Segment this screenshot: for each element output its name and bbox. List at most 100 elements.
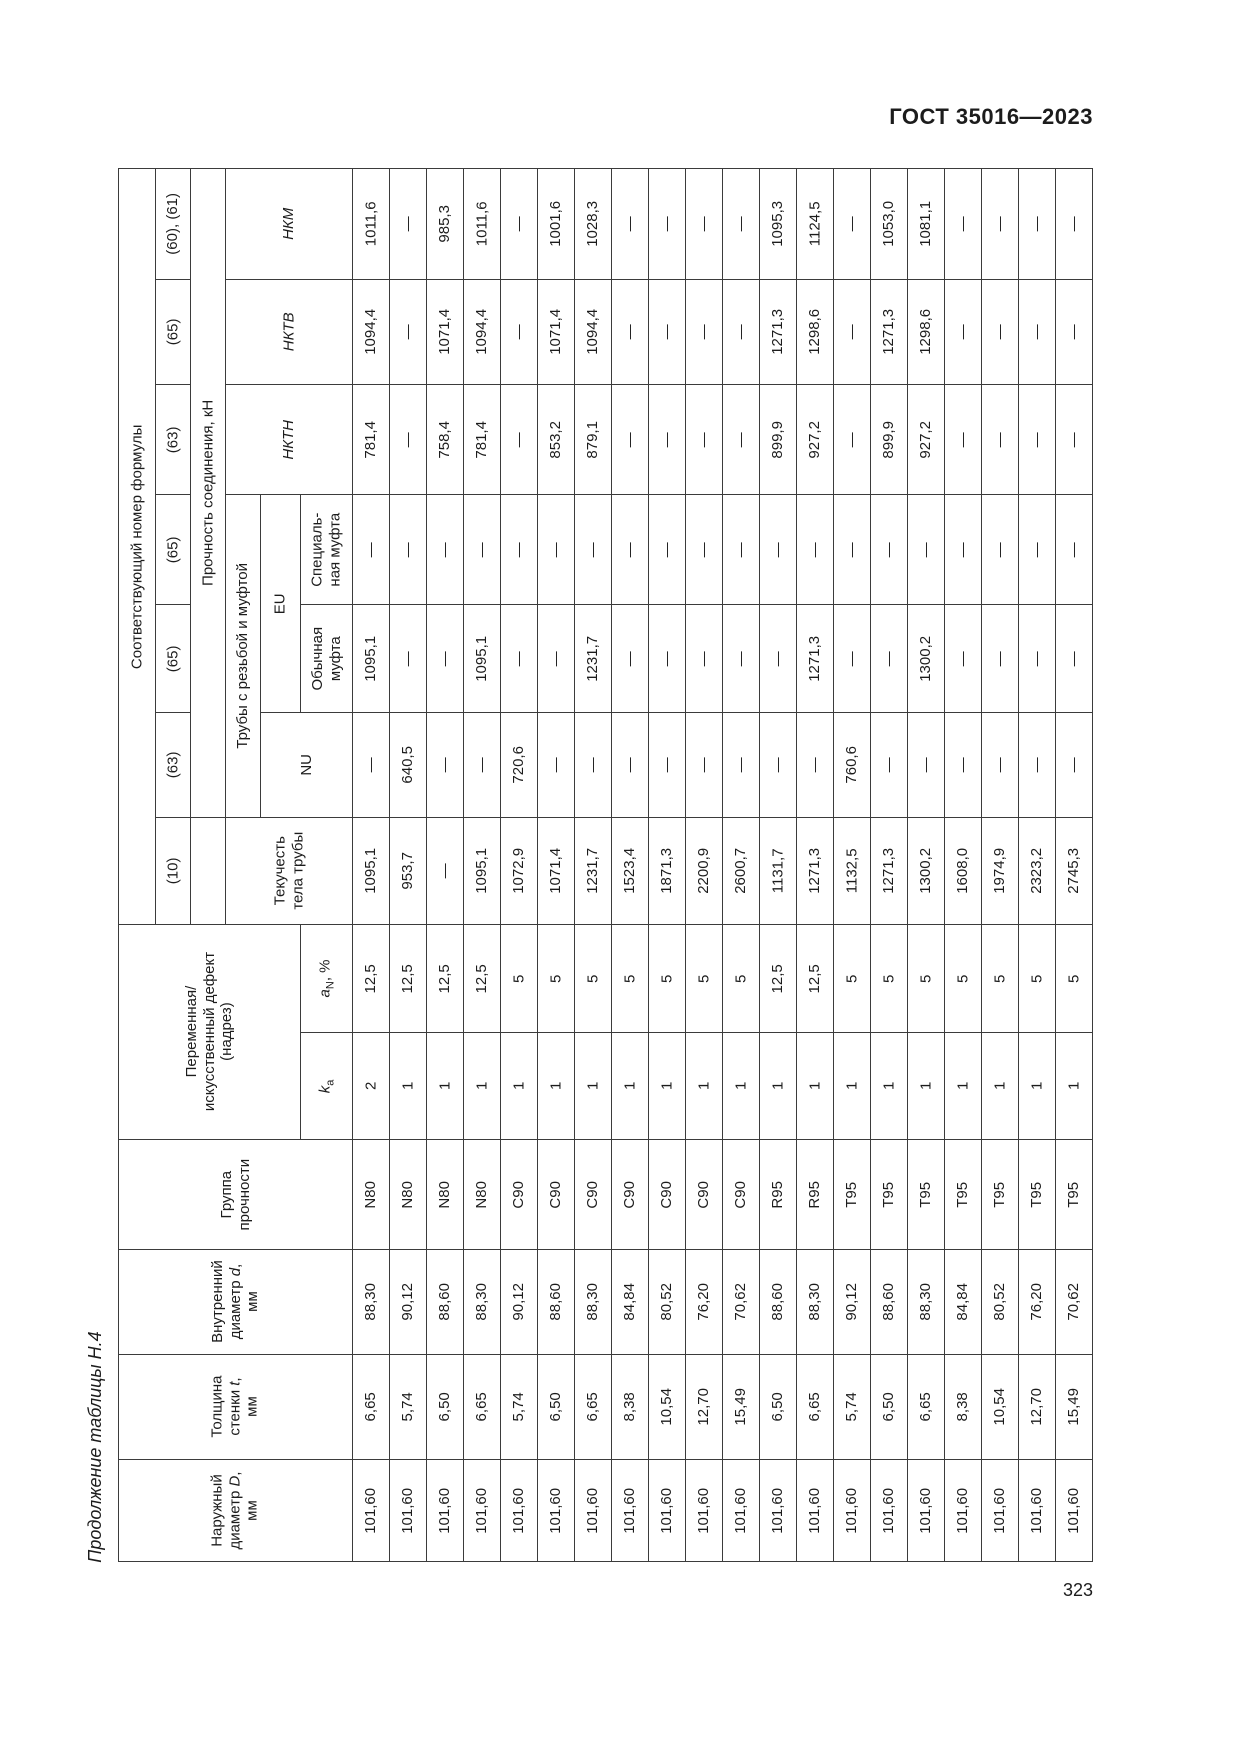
data-cell-nktv-4: 1094,4 bbox=[464, 280, 500, 384]
header-connection-strength: Прочность соединения, кН bbox=[191, 169, 225, 817]
data-cell-k-a-20: 1 bbox=[1056, 1033, 1092, 1139]
data-cell-a-n-12: 12,5 bbox=[760, 925, 796, 1032]
data-cell-regular-coupling-14: — bbox=[834, 605, 870, 712]
data-cell-nkm-5: — bbox=[501, 169, 537, 279]
data-cell-special-coupling-2: — bbox=[390, 495, 426, 604]
data-cell-special-coupling-7: — bbox=[575, 495, 611, 604]
data-cell-k-a-10: 1 bbox=[686, 1033, 722, 1139]
data-cell-d-inner-12: 88,60 bbox=[760, 1250, 796, 1354]
data-cell-group-9: C90 bbox=[649, 1140, 685, 1249]
data-cell-nktv-14: — bbox=[834, 280, 870, 384]
data-cell-nktn-15: 899,9 bbox=[871, 385, 907, 494]
data-cell-k-a-5: 1 bbox=[501, 1033, 537, 1139]
data-cell-d-outer-4: 101,60 bbox=[464, 1460, 500, 1561]
data-cell-regular-coupling-8: — bbox=[612, 605, 648, 712]
data-cell-k-a-17: 1 bbox=[945, 1033, 981, 1139]
data-cell-d-inner-4: 88,30 bbox=[464, 1250, 500, 1354]
data-cell-k-a-7: 1 bbox=[575, 1033, 611, 1139]
data-cell-regular-coupling-16: 1300,2 bbox=[908, 605, 944, 712]
data-cell-nktv-1: 1094,4 bbox=[353, 280, 389, 384]
data-cell-t-wall-10: 12,70 bbox=[686, 1355, 722, 1459]
data-cell-nktn-20: — bbox=[1056, 385, 1092, 494]
data-cell-yield-1: 1095,1 bbox=[353, 818, 389, 924]
data-cell-group-2: N80 bbox=[390, 1140, 426, 1249]
data-cell-d-inner-3: 88,60 bbox=[427, 1250, 463, 1354]
data-cell-yield-11: 2600,7 bbox=[723, 818, 759, 924]
data-cell-d-inner-14: 90,12 bbox=[834, 1250, 870, 1354]
data-cell-group-8: C90 bbox=[612, 1140, 648, 1249]
data-cell-a-n-5: 5 bbox=[501, 925, 537, 1032]
data-cell-nu-4: — bbox=[464, 713, 500, 817]
data-cell-regular-coupling-5: — bbox=[501, 605, 537, 712]
data-cell-regular-coupling-10: — bbox=[686, 605, 722, 712]
data-cell-nktn-12: 899,9 bbox=[760, 385, 796, 494]
data-cell-k-a-14: 1 bbox=[834, 1033, 870, 1139]
data-cell-special-coupling-18: — bbox=[982, 495, 1018, 604]
data-cell-group-18: T95 bbox=[982, 1140, 1018, 1249]
data-cell-yield-9: 1871,3 bbox=[649, 818, 685, 924]
data-cell-t-wall-19: 12,70 bbox=[1019, 1355, 1055, 1459]
data-cell-nktn-11: — bbox=[723, 385, 759, 494]
data-cell-group-5: C90 bbox=[501, 1140, 537, 1249]
data-cell-nu-2: 640,5 bbox=[390, 713, 426, 817]
data-cell-nktn-5: — bbox=[501, 385, 537, 494]
data-cell-t-wall-13: 6,65 bbox=[797, 1355, 833, 1459]
data-cell-nu-6: — bbox=[538, 713, 574, 817]
data-cell-d-inner-9: 80,52 bbox=[649, 1250, 685, 1354]
data-cell-nktv-10: — bbox=[686, 280, 722, 384]
data-cell-special-coupling-3: — bbox=[427, 495, 463, 604]
header-artificial-defect: Переменная/ искусственный дефект (надрез… bbox=[119, 925, 300, 1139]
header-strength-group: Группа прочности bbox=[119, 1140, 352, 1249]
data-cell-nktn-4: 781,4 bbox=[464, 385, 500, 494]
data-cell-group-20: T95 bbox=[1056, 1140, 1092, 1249]
data-cell-nu-17: — bbox=[945, 713, 981, 817]
data-cell-d-inner-10: 76,20 bbox=[686, 1250, 722, 1354]
header-formula-number: Соответствующий номер формулы bbox=[119, 169, 155, 924]
data-cell-nu-3: — bbox=[427, 713, 463, 817]
data-cell-regular-coupling-19: — bbox=[1019, 605, 1055, 712]
data-cell-nu-15: — bbox=[871, 713, 907, 817]
data-cell-d-outer-14: 101,60 bbox=[834, 1460, 870, 1561]
data-cell-d-inner-6: 88,60 bbox=[538, 1250, 574, 1354]
data-cell-group-17: T95 bbox=[945, 1140, 981, 1249]
standard-designation: ГОСТ 35016—2023 bbox=[889, 104, 1093, 129]
header-a-n: aN, % bbox=[301, 925, 352, 1032]
data-cell-d-outer-1: 101,60 bbox=[353, 1460, 389, 1561]
header-inner-diameter: Внутренний диаметр d, мм bbox=[119, 1250, 352, 1354]
data-cell-nu-5: 720,6 bbox=[501, 713, 537, 817]
data-cell-special-coupling-13: — bbox=[797, 495, 833, 604]
data-cell-d-inner-16: 88,30 bbox=[908, 1250, 944, 1354]
data-cell-t-wall-7: 6,65 bbox=[575, 1355, 611, 1459]
data-cell-special-coupling-6: — bbox=[538, 495, 574, 604]
data-cell-group-13: R95 bbox=[797, 1140, 833, 1249]
data-cell-t-wall-14: 5,74 bbox=[834, 1355, 870, 1459]
data-cell-k-a-13: 1 bbox=[797, 1033, 833, 1139]
data-cell-special-coupling-8: — bbox=[612, 495, 648, 604]
data-cell-nu-12: — bbox=[760, 713, 796, 817]
data-cell-special-coupling-15: — bbox=[871, 495, 907, 604]
data-cell-k-a-2: 1 bbox=[390, 1033, 426, 1139]
data-cell-nkm-9: — bbox=[649, 169, 685, 279]
table-caption: Продолжение таблицы Н.4 bbox=[85, 1331, 105, 1563]
data-cell-nktn-18: — bbox=[982, 385, 1018, 494]
data-cell-a-n-11: 5 bbox=[723, 925, 759, 1032]
data-cell-special-coupling-17: — bbox=[945, 495, 981, 604]
header-threaded-coupled-pipes: Трубы с резьбой и муфтой bbox=[226, 495, 260, 817]
header-pipe-body-yield: Текучесть тела трубы bbox=[226, 818, 352, 924]
data-cell-nktv-12: 1271,3 bbox=[760, 280, 796, 384]
data-cell-d-inner-17: 84,84 bbox=[945, 1250, 981, 1354]
data-cell-d-outer-16: 101,60 bbox=[908, 1460, 944, 1561]
data-cell-d-outer-13: 101,60 bbox=[797, 1460, 833, 1561]
data-cell-t-wall-18: 10,54 bbox=[982, 1355, 1018, 1459]
data-cell-k-a-16: 1 bbox=[908, 1033, 944, 1139]
data-cell-nkm-14: — bbox=[834, 169, 870, 279]
data-cell-a-n-8: 5 bbox=[612, 925, 648, 1032]
data-cell-nu-7: — bbox=[575, 713, 611, 817]
data-cell-yield-2: 953,7 bbox=[390, 818, 426, 924]
data-cell-a-n-4: 12,5 bbox=[464, 925, 500, 1032]
data-cell-yield-3: — bbox=[427, 818, 463, 924]
data-cell-group-6: C90 bbox=[538, 1140, 574, 1249]
data-cell-nkm-1: 1011,6 bbox=[353, 169, 389, 279]
data-cell-yield-20: 2745,3 bbox=[1056, 818, 1092, 924]
data-cell-nu-9: — bbox=[649, 713, 685, 817]
